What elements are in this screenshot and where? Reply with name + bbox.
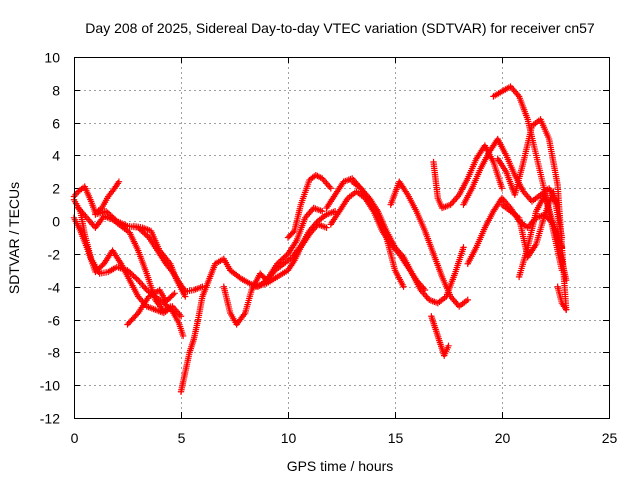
data-point-marker <box>142 231 150 238</box>
data-point-marker <box>289 229 297 236</box>
data-point-2-13 <box>177 313 185 320</box>
marks-layer <box>70 83 570 395</box>
data-point-marker <box>93 267 101 274</box>
series-trace-6 <box>124 286 178 328</box>
data-point-marker <box>275 259 283 266</box>
data-point-marker <box>168 292 175 300</box>
y-tick-label: -4 <box>48 280 61 296</box>
data-point-15-13 <box>460 244 467 251</box>
series-trace-18 <box>428 313 452 359</box>
x-tick-label: 25 <box>602 430 618 446</box>
y-tick-label: -6 <box>48 313 61 329</box>
data-point-0-8 <box>115 178 123 185</box>
y-tick-label: 10 <box>44 50 60 66</box>
data-point-marker <box>133 311 141 318</box>
data-point-marker <box>165 295 173 302</box>
x-axis-label: GPS time / hours <box>287 458 394 474</box>
y-tick-label: 0 <box>52 214 60 230</box>
data-point-13-9 <box>400 283 407 290</box>
data-point-16-9 <box>464 296 471 304</box>
data-point-6-6 <box>182 293 189 300</box>
series-trace-13 <box>284 171 334 241</box>
y-tick-label: -8 <box>48 345 61 361</box>
data-point-marker <box>110 215 117 222</box>
series-trace-17 <box>387 178 471 310</box>
series-trace-12 <box>263 204 326 284</box>
data-point-marker <box>109 213 116 221</box>
data-point-3-11 <box>167 303 174 310</box>
data-point-1-14 <box>179 332 187 340</box>
data-point-2-3 <box>92 268 99 276</box>
chart-title: Day 208 of 2025, Sidereal Day-to-day VTE… <box>85 20 595 36</box>
data-point-marker <box>281 253 289 260</box>
y-tick-label: -12 <box>40 411 60 427</box>
data-point-24-6 <box>563 276 570 284</box>
y-tick-label: -10 <box>40 378 60 394</box>
x-tick-label: 5 <box>178 430 186 446</box>
data-point-11-6 <box>319 208 326 215</box>
y-tick-label: 2 <box>52 181 60 197</box>
data-point-marker <box>280 254 287 262</box>
data-point-marker <box>164 296 171 304</box>
series-trace-16 <box>349 178 467 307</box>
data-point-12-6 <box>327 185 334 192</box>
y-tick-label: 8 <box>52 83 60 99</box>
data-point-18-9 <box>498 185 506 192</box>
series-trace-9 <box>220 270 270 328</box>
y-tick-label: 4 <box>52 148 60 164</box>
data-point-marker <box>112 216 119 223</box>
y-axis-label: SDTVAR / TECUs <box>6 182 22 294</box>
data-point-marker <box>96 264 103 272</box>
series-trace-1 <box>70 178 123 217</box>
series-trace-7 <box>130 222 189 300</box>
data-point-5-4 <box>162 298 170 305</box>
data-point-marker <box>131 274 139 281</box>
data-point-marker <box>169 291 177 298</box>
data-point-10-8 <box>323 224 330 231</box>
y-tick-label: -2 <box>48 247 61 263</box>
data-point-11-1 <box>274 260 281 267</box>
tick-layer: 0 5 10 15 20 25 -12 -10 -8 -6 -4 -2 0 2 4 6 8 10 <box>40 50 618 447</box>
data-point-marker <box>278 256 286 263</box>
data-point-marker <box>104 209 111 216</box>
x-tick-label: 0 <box>71 430 79 446</box>
data-point-marker <box>144 232 151 240</box>
series-trace-26 <box>554 283 570 313</box>
data-point-marker <box>277 257 284 265</box>
plot-frame <box>74 57 610 419</box>
x-tick-label: 20 <box>495 430 511 446</box>
data-point-23-7 <box>558 234 566 241</box>
data-point-marker <box>95 266 102 273</box>
data-point-marker <box>167 294 174 301</box>
data-point-5-5 <box>171 290 178 297</box>
data-point-17-4 <box>445 342 452 349</box>
series-trace-19 <box>430 142 506 212</box>
data-point-marker <box>105 210 113 218</box>
x-tick-label: 15 <box>388 430 404 446</box>
y-tick-label: 6 <box>52 116 60 132</box>
data-point-marker <box>133 275 140 282</box>
series-trace-8 <box>177 255 234 395</box>
data-point-marker <box>97 263 105 270</box>
data-point-25-2 <box>563 306 570 313</box>
x-tick-label: 10 <box>281 430 297 446</box>
series-trace-25 <box>515 191 570 284</box>
data-point-marker <box>130 272 137 280</box>
data-point-marker <box>236 274 243 281</box>
data-point-marker <box>107 212 114 219</box>
data-point-4-1 <box>102 208 110 215</box>
